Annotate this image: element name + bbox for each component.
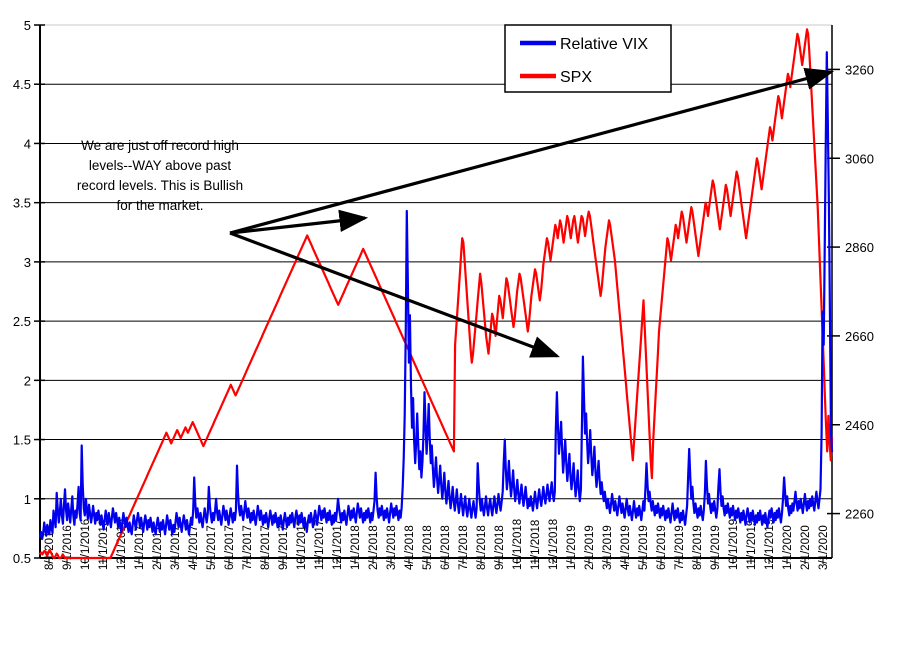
right-tick-label: 2260	[845, 507, 874, 522]
annotation-text: We are just off record high levels--WAY a…	[77, 138, 243, 213]
chart-legend: Relative VIX SPX	[504, 24, 672, 93]
left-tick-label: 5	[24, 18, 31, 33]
arrow-to-dec-2018-vix-spike	[229, 231, 560, 358]
left-tick-label: 4	[24, 136, 31, 151]
x-tick-label: 3/1/2019	[602, 525, 614, 570]
series-vix	[38, 51, 834, 541]
annotation-line: We are just off record high	[81, 138, 239, 153]
x-tick-label: 9/1/2019	[710, 525, 722, 570]
x-tick-label: 9/1/2018	[494, 525, 506, 570]
x-tick-label: 7/1/2017	[242, 525, 254, 570]
x-tick-label: 4/1/2019	[620, 525, 632, 570]
series-line-spx	[38, 28, 834, 560]
right-tick-label: 2460	[845, 418, 874, 433]
x-tick-label: 11/1/2018	[530, 520, 542, 570]
legend-label: SPX	[560, 69, 592, 86]
x-tick-label: 2/1/2017	[152, 525, 164, 570]
x-tick-label: 10/1/2016	[80, 519, 92, 570]
left-tick-label: 1.5	[13, 433, 31, 448]
x-tick-label: 1/1/2018	[350, 525, 362, 570]
x-tick-label: 6/1/2019	[656, 525, 668, 570]
x-tick-label: 9/1/2016	[62, 525, 74, 570]
x-tick-label: 12/1/2019	[764, 519, 776, 570]
x-tick-label: 5/1/2017	[206, 525, 218, 570]
left-tick-label: 3.5	[13, 196, 31, 211]
gridlines	[40, 24, 832, 500]
x-tick-label: 8/1/2017	[260, 525, 272, 570]
left-tick-label: 2.5	[13, 314, 31, 329]
right-axis-ticks: 2260 2460 2660 2860 3060 3260	[827, 62, 874, 522]
arrow-to-mar-2020-vix-spike	[229, 67, 835, 235]
legend-label: Relative VIX	[560, 36, 648, 53]
x-tick-label: 5/1/2019	[638, 525, 650, 570]
x-tick-label: 6/1/2017	[224, 525, 236, 570]
annotation-arrows	[229, 67, 835, 358]
x-tick-label: 7/1/2019	[674, 525, 686, 570]
series-spx	[38, 28, 834, 560]
left-tick-label: 0.5	[13, 551, 31, 566]
x-tick-label: 11/1/2017	[314, 520, 326, 570]
left-tick-label: 1	[24, 492, 31, 507]
x-tick-label: 10/1/2018	[512, 519, 524, 570]
left-tick-label: 4.5	[13, 77, 31, 92]
x-tick-label: 9/1/2017	[278, 525, 290, 570]
x-tick-label: 10/1/2019	[728, 519, 740, 570]
left-tick-label: 2	[24, 373, 31, 388]
series-line-relative-vix	[38, 51, 834, 541]
x-tick-label: 12/1/2017	[332, 519, 344, 570]
x-tick-label: 12/1/2018	[548, 519, 560, 570]
annotation-line: for the market.	[116, 198, 203, 213]
x-tick-label: 4/1/2018	[404, 525, 416, 570]
x-tick-label: 11/1/2019	[746, 520, 758, 570]
x-tick-label: 3/1/2020	[818, 525, 830, 570]
x-tick-label: 2/1/2020	[800, 525, 812, 570]
left-tick-label: 3	[24, 255, 31, 270]
x-tick-label: 6/1/2018	[440, 525, 452, 570]
legend-box	[504, 24, 672, 93]
right-tick-label: 3060	[845, 151, 874, 166]
x-tick-label: 5/1/2018	[422, 525, 434, 570]
right-tick-label: 2860	[845, 240, 874, 255]
x-tick-label: 1/1/2019	[566, 525, 578, 570]
x-tick-label: 3/1/2018	[386, 525, 398, 570]
right-tick-label: 3260	[845, 62, 874, 77]
arrow-to-feb-2018-vix-spike	[229, 209, 369, 235]
annotation-line: levels--WAY above past	[89, 158, 232, 173]
x-tick-label: 2/1/2018	[368, 525, 380, 570]
annotation-line: record levels. This is Bullish	[77, 178, 243, 193]
x-tick-label: 7/1/2018	[458, 525, 470, 570]
right-tick-label: 2660	[845, 329, 874, 344]
x-tick-label: 8/1/2019	[692, 525, 704, 570]
x-tick-label: 1/1/2020	[782, 525, 794, 570]
x-tick-label: 2/1/2019	[584, 525, 596, 570]
x-tick-label: 8/1/2018	[476, 525, 488, 570]
